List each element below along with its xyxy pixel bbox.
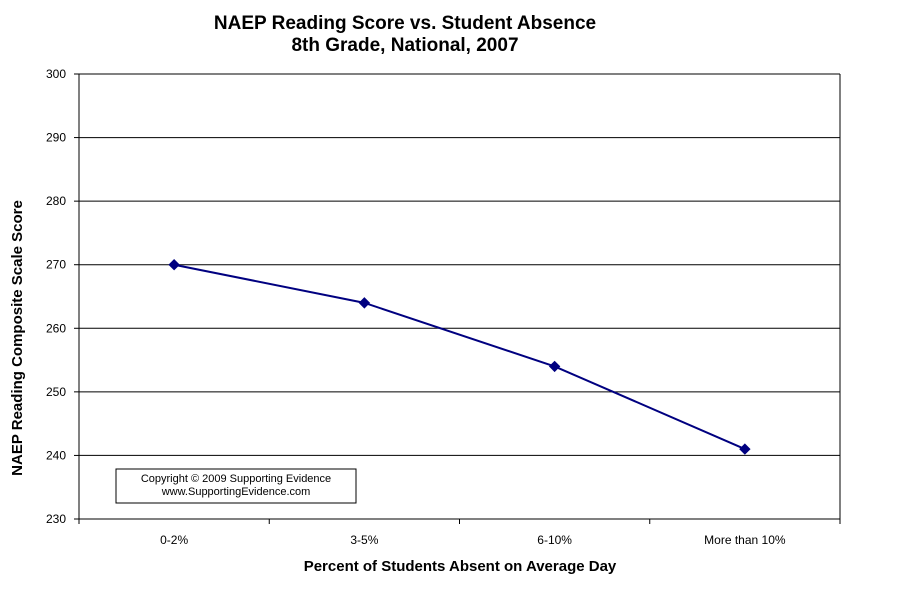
series-group [168, 259, 751, 455]
copyright-line-2: www.SupportingEvidence.com [161, 486, 311, 498]
y-tick-label: 300 [46, 67, 66, 81]
axes [74, 73, 841, 524]
chart-subtitle: 8th Grade, National, 2007 [291, 35, 518, 56]
series-line [173, 263, 746, 450]
data-point [358, 297, 371, 309]
y-axis-label: NAEP Reading Composite Scale Score [9, 200, 26, 476]
y-tick-labels: 230 240 250 260 270 280 290 300 [46, 67, 66, 526]
data-point [739, 443, 751, 455]
y-tick-label: 270 [46, 258, 66, 272]
x-tick-label: 6-10% [537, 533, 572, 547]
x-tick-label: 0-2% [160, 533, 188, 547]
data-point [168, 259, 180, 271]
gridlines [79, 73, 840, 456]
chart-title: NAEP Reading Score vs. Student Absence [214, 13, 596, 34]
data-point [548, 360, 561, 373]
y-tick-label: 280 [46, 194, 66, 208]
y-tick-label: 240 [46, 448, 66, 462]
y-tick-label: 290 [46, 131, 66, 145]
copyright-box: Copyright © 2009 Supporting Evidence www… [115, 468, 357, 504]
x-tick-label: More than 10% [704, 533, 786, 547]
y-tick-label: 250 [46, 385, 66, 399]
y-tick-label: 260 [46, 321, 66, 335]
x-axis-label: Percent of Students Absent on Average Da… [304, 558, 617, 575]
x-tick-label: 3-5% [350, 533, 378, 547]
y-tick-label: 230 [46, 512, 66, 526]
x-tick-labels: 0-2% 3-5% 6-10% More than 10% [160, 533, 786, 547]
copyright-line-1: Copyright © 2009 Supporting Evidence [141, 473, 331, 485]
